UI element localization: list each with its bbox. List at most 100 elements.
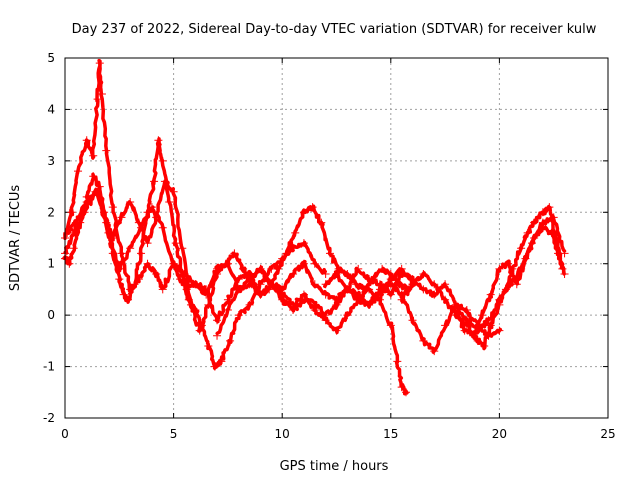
data-point	[478, 311, 487, 320]
data-point	[191, 280, 200, 289]
data-point	[137, 223, 146, 232]
data-point	[93, 95, 102, 104]
data-point	[501, 285, 510, 294]
data-point	[393, 357, 402, 366]
y-tick-label: 1	[47, 257, 55, 271]
data-point	[89, 151, 98, 160]
data-point	[308, 203, 317, 212]
data-point	[354, 264, 363, 273]
series-line-sat-g	[400, 204, 565, 351]
data-point	[123, 295, 132, 304]
x-tick-label: 20	[492, 427, 507, 441]
data-point	[93, 187, 102, 196]
data-point	[462, 306, 471, 314]
x-tick-label: 10	[275, 427, 290, 441]
data-point	[223, 295, 232, 304]
data-point	[495, 300, 504, 309]
data-point	[397, 270, 406, 278]
data-point	[115, 264, 124, 273]
data-point	[386, 321, 395, 330]
data-point	[126, 198, 135, 206]
data-point	[521, 254, 530, 263]
data-point	[480, 342, 489, 350]
data-point	[419, 336, 428, 345]
data-point	[180, 270, 189, 278]
data-point	[82, 198, 91, 206]
data-point	[150, 177, 159, 186]
data-point	[65, 259, 74, 268]
data-point	[289, 300, 298, 309]
data-point	[321, 270, 330, 278]
data-point	[158, 156, 167, 165]
data-point	[102, 146, 111, 155]
data-point	[169, 259, 178, 268]
data-point	[267, 280, 276, 289]
data-point	[538, 223, 547, 232]
data-point	[375, 295, 384, 304]
data-point	[460, 326, 469, 335]
data-point	[486, 321, 495, 330]
data-point	[289, 270, 298, 278]
data-point	[430, 290, 439, 299]
y-tick-label: 4	[47, 102, 55, 116]
data-point	[186, 300, 195, 309]
data-point	[332, 300, 341, 309]
data-point	[89, 172, 98, 181]
data-point	[375, 280, 384, 289]
data-point	[202, 285, 211, 294]
x-tick-label: 0	[61, 427, 69, 441]
data-point	[419, 270, 428, 278]
data-point	[343, 285, 352, 294]
data-point	[504, 259, 513, 268]
data-point	[115, 275, 124, 284]
data-point	[332, 270, 341, 278]
data-point	[245, 275, 254, 284]
data-point	[430, 280, 439, 289]
data-point	[545, 203, 554, 212]
data-point	[234, 275, 243, 284]
data-point	[495, 264, 504, 273]
data-point	[317, 218, 326, 227]
data-point	[69, 244, 78, 253]
y-tick-label: 3	[47, 154, 55, 168]
data-point	[213, 331, 222, 340]
data-point	[143, 259, 152, 268]
data-point	[469, 331, 478, 340]
data-point	[143, 239, 152, 248]
data-point	[210, 362, 219, 371]
data-point	[560, 270, 569, 278]
data-point	[67, 208, 76, 217]
data-point	[226, 336, 235, 345]
data-point	[137, 249, 146, 258]
data-point	[223, 306, 232, 314]
y-axis-label: SDTVAR / TECUs	[8, 185, 23, 292]
data-point	[217, 357, 226, 366]
data-point	[82, 136, 91, 145]
data-point	[256, 290, 265, 299]
x-tick-label: 5	[170, 427, 178, 441]
data-point	[441, 321, 450, 330]
y-tick-label: -2	[43, 411, 55, 425]
data-point	[321, 290, 330, 299]
data-point	[256, 264, 265, 273]
data-point	[473, 336, 482, 345]
data-point	[365, 300, 374, 309]
data-point	[495, 326, 504, 335]
chart-title: Day 237 of 2022, Sidereal Day-to-day VTE…	[72, 22, 597, 37]
data-point	[104, 228, 113, 237]
data-point	[299, 259, 308, 268]
y-tick-label: -1	[43, 360, 55, 374]
data-point	[95, 59, 104, 68]
data-point	[117, 213, 126, 222]
data-point	[239, 264, 248, 273]
data-point	[386, 290, 395, 299]
data-point	[408, 280, 417, 289]
data-point	[386, 280, 395, 289]
data-point	[117, 249, 126, 258]
data-point	[451, 306, 460, 314]
data-point	[554, 249, 563, 258]
data-point	[282, 249, 291, 258]
data-point	[278, 290, 287, 299]
plot-frame	[64, 57, 609, 419]
data-point	[321, 311, 330, 320]
